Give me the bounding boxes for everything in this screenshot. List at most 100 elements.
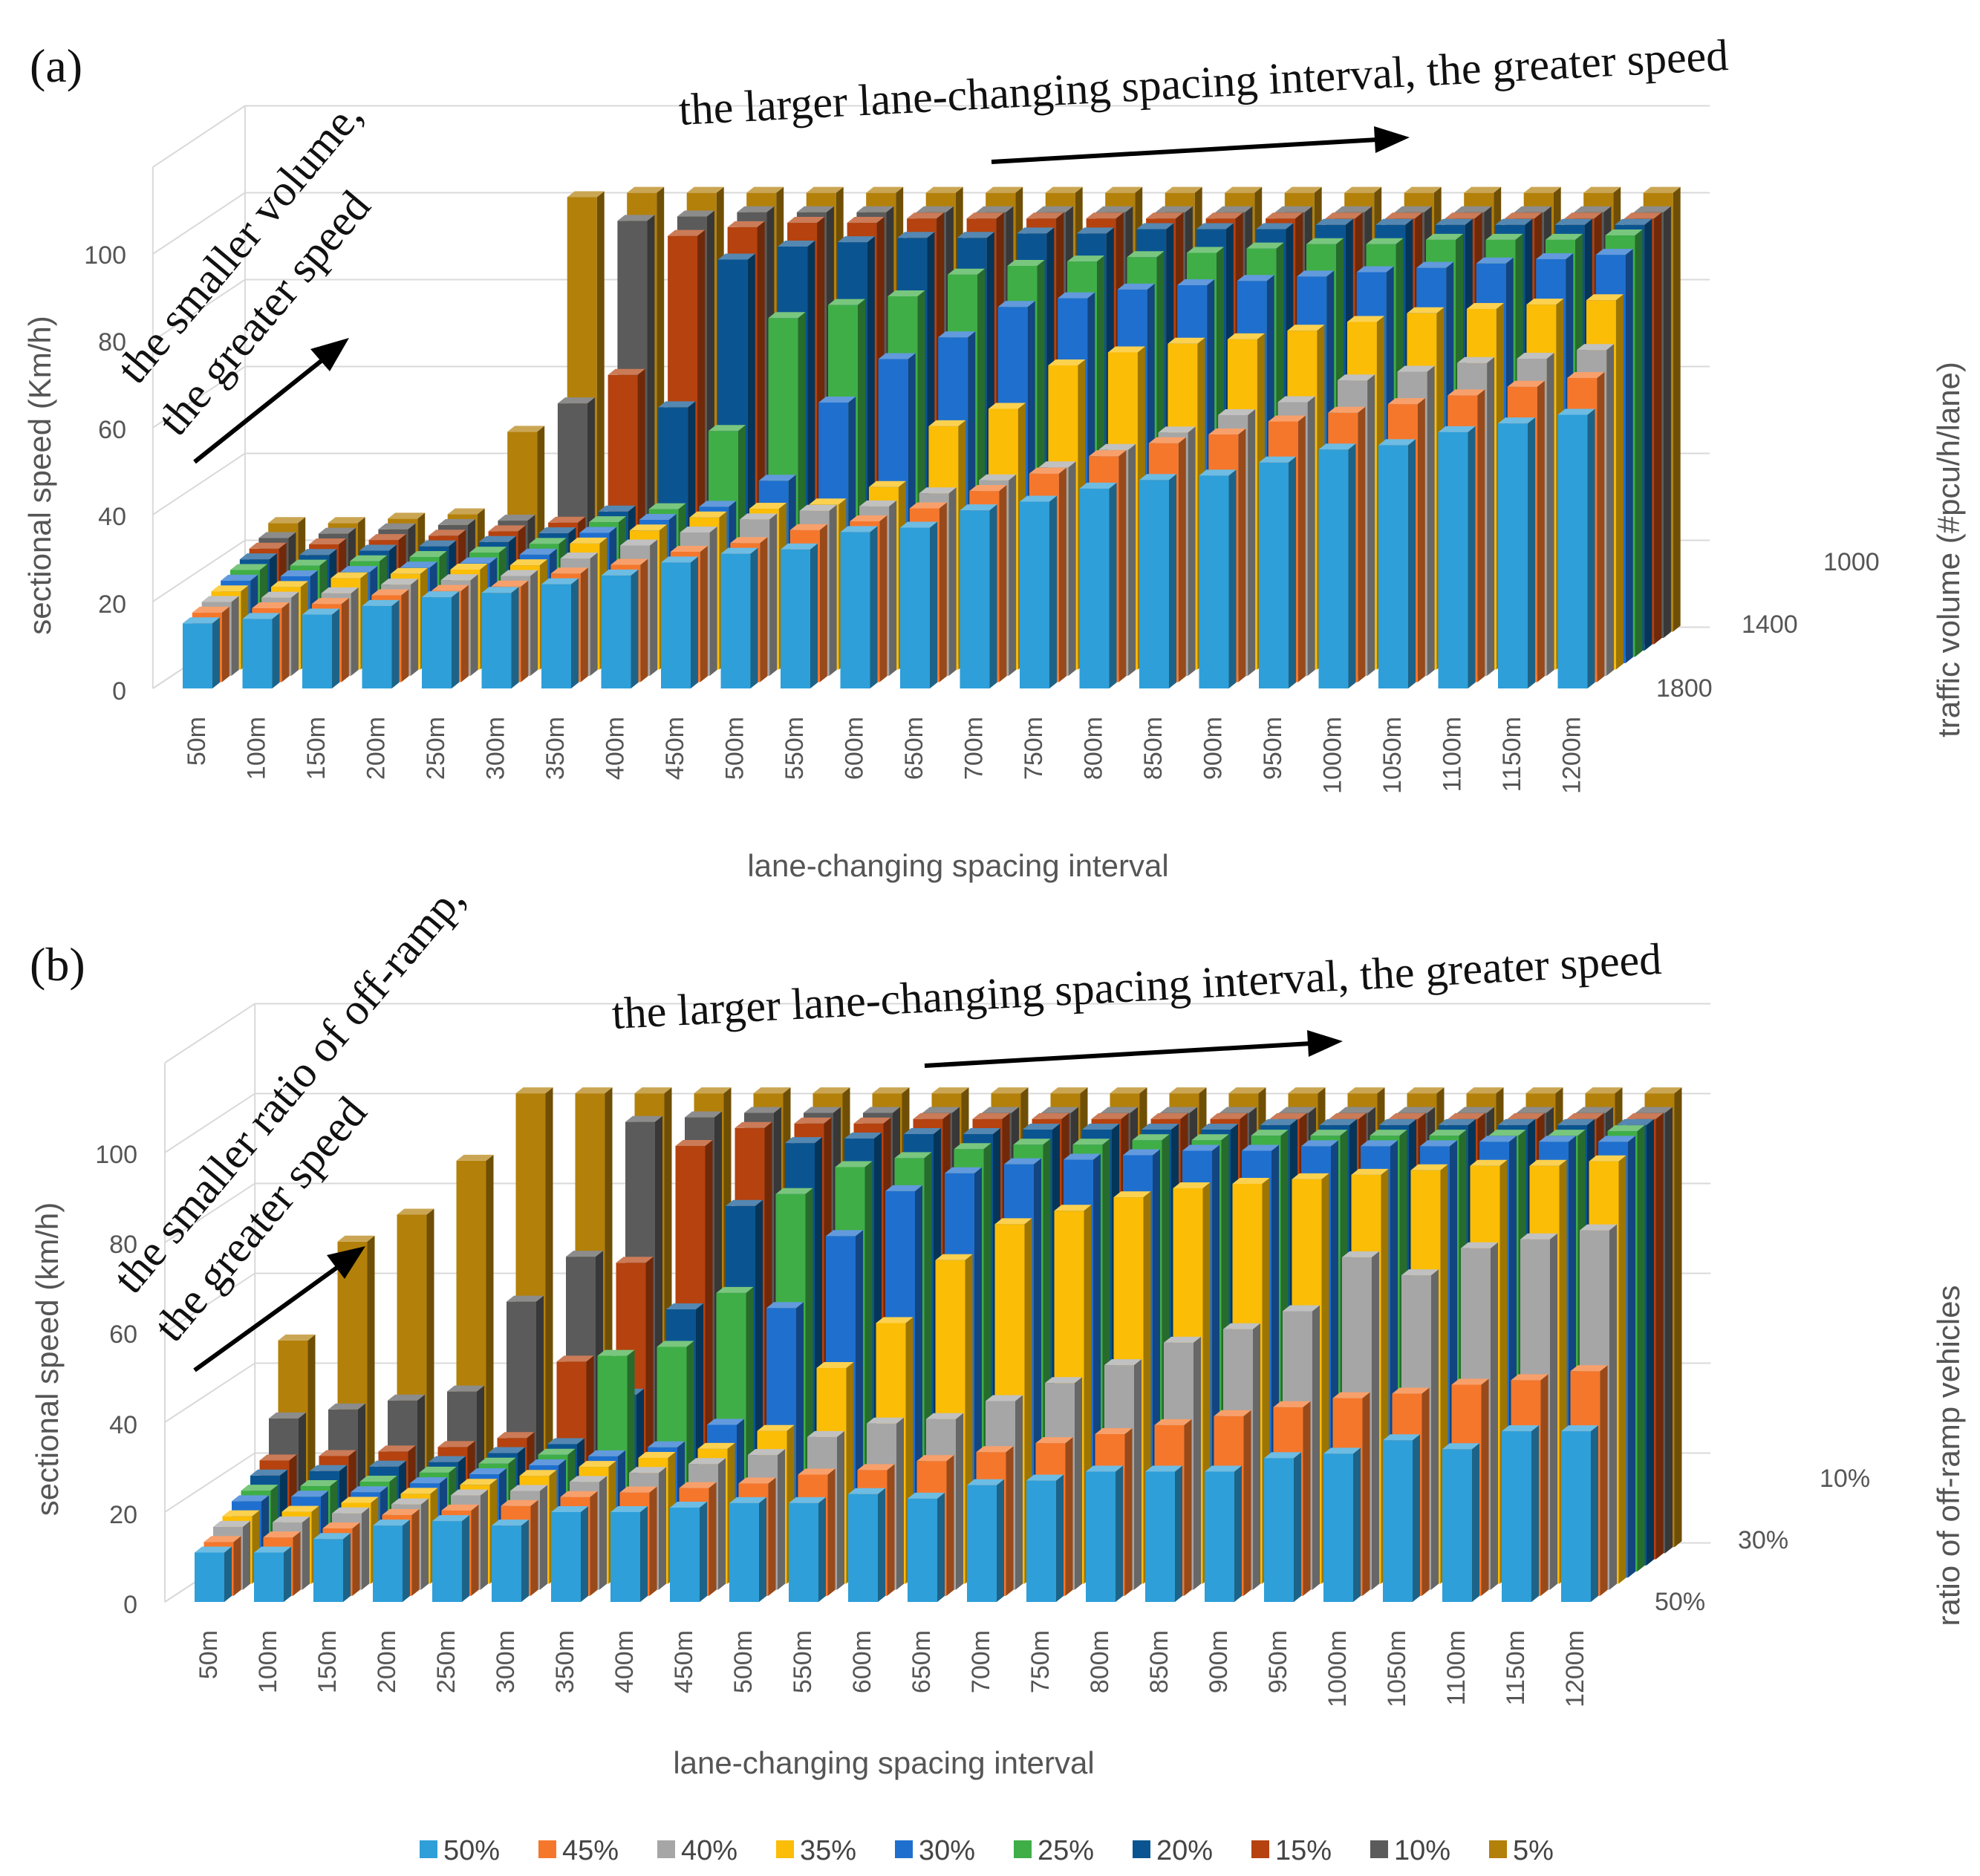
b-bar-50%-200m: [373, 1520, 410, 1602]
b-bar-50%-1200m: [1561, 1425, 1598, 1602]
a-bar-50%-450m: [661, 556, 698, 688]
panel-a-arrow-top: [991, 137, 1378, 164]
depth-tick-a-0: 1800: [1656, 674, 1713, 703]
panel-a-xticks: 50m 100m 150m 200m 250m 300m 350m 400m 450m 500m 5…: [183, 717, 1586, 794]
b-xtick-150m: 150m: [313, 1630, 342, 1693]
b-bar-50%-600m: [848, 1488, 885, 1602]
b-bar-50%-650m: [908, 1492, 945, 1602]
b-bar-50%-800m: [1086, 1465, 1123, 1602]
depth-tick-b-1: 30%: [1738, 1526, 1788, 1554]
a-xtick-900m: 900m: [1199, 717, 1228, 780]
legend-swatch-9: [1489, 1840, 1507, 1858]
b-bar-50%-550m: [789, 1496, 826, 1602]
a-bar-50%-950m: [1259, 456, 1296, 688]
a-xtick-100m: 100m: [243, 717, 271, 780]
b-xtick-1050m: 1050m: [1383, 1630, 1411, 1707]
panel-a-arrowhead-left: [310, 338, 349, 371]
ytick-b-0: 0: [123, 1591, 137, 1619]
a-xtick-1150m: 1150m: [1498, 717, 1526, 792]
a-xtick-850m: 850m: [1139, 717, 1168, 780]
a-bar-50%-250m: [422, 591, 459, 688]
depth-tick-a-1: 1400: [1742, 610, 1798, 639]
b-xtick-1200m: 1200m: [1561, 1630, 1589, 1707]
legend-swatch-3: [776, 1840, 794, 1858]
b-xtick-350m: 350m: [551, 1630, 579, 1693]
panel-a-label: (a): [30, 39, 82, 92]
b-bar-50%-500m: [729, 1496, 766, 1602]
panel-b-yticks: 0 20 40 60 80 100: [95, 1141, 137, 1619]
a-bar-50%-100m: [242, 613, 280, 688]
panel-a-depth-ticks: 1800 1400 1000: [1656, 548, 1880, 703]
panel-a-arrow-left: [193, 348, 336, 464]
ytick-b-4: 80: [109, 1231, 137, 1259]
b-xtick-200m: 200m: [373, 1630, 401, 1693]
b-xtick-100m: 100m: [254, 1630, 282, 1693]
b-bar-50%-700m: [967, 1479, 1004, 1602]
ytick-a-0: 0: [112, 677, 126, 706]
a-xtick-500m: 500m: [721, 717, 749, 780]
legend-label-3: 35%: [800, 1835, 856, 1866]
a-bar-50%-1150m: [1498, 417, 1535, 688]
panel-b-ylabel: sectional speed (km/h): [30, 1202, 65, 1517]
legend-swatch-2: [657, 1840, 675, 1858]
a-xtick-200m: 200m: [362, 717, 391, 780]
panel-b-annotation-top: the larger lane-changing spacing interva…: [610, 934, 1662, 1038]
a-bar-50%-300m: [481, 587, 519, 688]
b-bar-50%-1050m: [1383, 1434, 1420, 1602]
a-bar-50%-350m: [541, 578, 579, 688]
legend-swatch-5: [1014, 1840, 1032, 1858]
a-bar-50%-150m: [302, 608, 339, 688]
legend-label-5: 25%: [1038, 1835, 1094, 1866]
legend-swatch-8: [1370, 1840, 1388, 1858]
b-bar-50%-1100m: [1442, 1443, 1479, 1602]
panel-b-arrowhead-left: [327, 1246, 365, 1279]
panel-a-annotation-top: the larger lane-changing spacing interva…: [677, 30, 1729, 134]
legend-label-8: 10%: [1394, 1835, 1450, 1866]
a-bar-50%-1000m: [1318, 443, 1356, 688]
a-xtick-1100m: 1100m: [1439, 717, 1467, 792]
a-xtick-1200m: 1200m: [1558, 717, 1586, 794]
depth-tick-a-2: 1000: [1823, 548, 1880, 576]
a-bar-50%-1050m: [1378, 439, 1416, 688]
a-bar-50%-600m: [840, 526, 878, 688]
legend-swatch-7: [1251, 1840, 1269, 1858]
b-xtick-400m: 400m: [610, 1630, 639, 1693]
legend-swatch-0: [420, 1840, 437, 1858]
ytick-b-2: 40: [109, 1411, 137, 1439]
panel-b-depth-ticks: 50% 30% 10%: [1655, 1465, 1870, 1616]
a-xtick-550m: 550m: [781, 717, 809, 780]
b-xtick-750m: 750m: [1026, 1630, 1055, 1693]
b-bar-50%-350m: [551, 1506, 588, 1602]
b-xtick-650m: 650m: [908, 1630, 936, 1693]
ytick-a-1: 20: [98, 590, 126, 619]
panel-b-xticks: 50m 100m 150m 200m 250m 300m 350m 400m 450m 500m 5…: [195, 1630, 1589, 1707]
panel-a-yticks: 0 20 40 60 80 100: [84, 241, 126, 706]
a-bar-50%-750m: [1020, 495, 1057, 688]
legend-label-0: 50%: [443, 1835, 500, 1866]
b-xtick-850m: 850m: [1145, 1630, 1173, 1693]
b-xtick-1100m: 1100m: [1442, 1630, 1471, 1705]
a-xtick-750m: 750m: [1020, 717, 1048, 780]
b-bar-50%-150m: [313, 1533, 351, 1602]
a-bar-50%-1200m: [1557, 408, 1595, 688]
legend-label-6: 20%: [1156, 1835, 1213, 1866]
panel-a-ylabel: sectional speed (Km/h): [22, 316, 57, 635]
panel-b-label: (b): [30, 938, 85, 991]
b-xtick-300m: 300m: [492, 1630, 520, 1693]
b-xtick-450m: 450m: [670, 1630, 698, 1693]
panel-b-arrow-top: [924, 1041, 1312, 1068]
b-xtick-550m: 550m: [789, 1630, 817, 1693]
b-bar-50%-1150m: [1502, 1425, 1539, 1602]
b-bar-50%-850m: [1145, 1465, 1182, 1602]
b-bar-50%-750m: [1026, 1474, 1064, 1602]
a-bar-50%-800m: [1079, 482, 1117, 688]
a-xtick-450m: 450m: [661, 717, 689, 780]
panel-b-arrow-left: [193, 1257, 351, 1372]
b-bar-50%-250m: [432, 1515, 469, 1602]
ytick-b-5: 100: [95, 1141, 137, 1169]
legend-label-4: 30%: [919, 1835, 975, 1866]
b-bar-50%-900m: [1205, 1465, 1242, 1602]
a-bar-50%-900m: [1199, 469, 1237, 688]
panel-b-zlabel: ratio of off-ramp vehicles: [1931, 1285, 1966, 1626]
panel-a-xlabel: lane-changing spacing interval: [747, 848, 1168, 883]
